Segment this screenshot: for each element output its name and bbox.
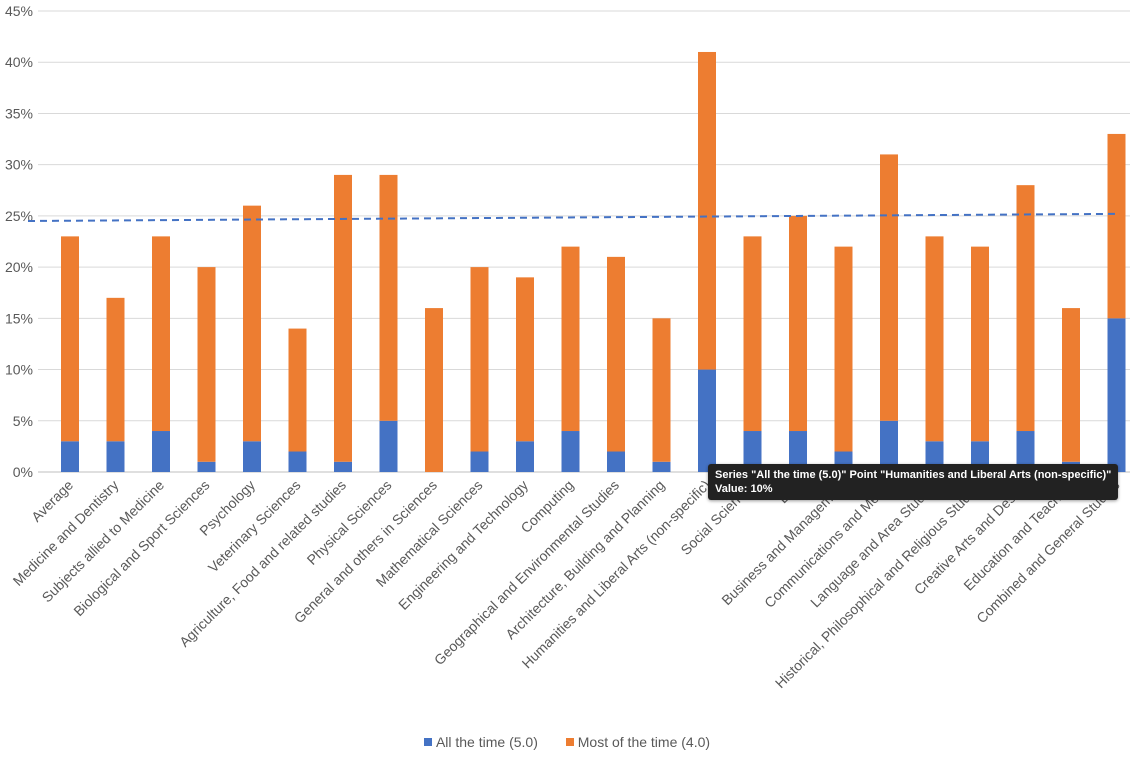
bar-segment-all-the-time[interactable] <box>652 461 671 472</box>
bar-segment-most-of-the-time[interactable] <box>61 236 79 442</box>
bar-segment-most-of-the-time[interactable] <box>243 205 261 442</box>
y-axis: 0% 5% 10% 15% 20% 25% 30% 35% 40% 45% <box>5 3 33 480</box>
bar-segment-all-the-time[interactable] <box>698 369 716 472</box>
y-tick-label: 30% <box>5 157 33 173</box>
bar-segment-most-of-the-time[interactable] <box>379 174 398 421</box>
x-category-label: Physical Sciences <box>304 477 395 568</box>
legend-label: All the time (5.0) <box>435 734 538 750</box>
data-point-tooltip: Series "All the time (5.0)" Point "Human… <box>708 464 1119 500</box>
y-tick-label: 0% <box>13 464 33 480</box>
bar-segment-most-of-the-time[interactable] <box>743 236 762 432</box>
bar-segment-most-of-the-time[interactable] <box>152 236 170 432</box>
bar-segment-most-of-the-time[interactable] <box>880 154 898 421</box>
bar-segment-most-of-the-time[interactable] <box>106 297 125 442</box>
y-tick-label: 40% <box>5 54 33 70</box>
bar-segment-most-of-the-time[interactable] <box>1107 133 1126 319</box>
legend-swatch-icon <box>565 738 574 746</box>
legend: All the time (5.0) Most of the time (4.0… <box>0 734 1134 750</box>
bar-segment-all-the-time[interactable] <box>152 431 170 472</box>
bar-segment-all-the-time[interactable] <box>61 441 79 472</box>
bar-segment-most-of-the-time[interactable] <box>834 246 853 452</box>
bar-segment-all-the-time[interactable] <box>1016 431 1035 472</box>
bars <box>61 51 1126 472</box>
bar-segment-most-of-the-time[interactable] <box>561 246 580 432</box>
y-tick-label: 20% <box>5 259 33 275</box>
tooltip-line-1: Series "All the time (5.0)" Point "Human… <box>715 469 1112 481</box>
y-tick-label: 5% <box>13 413 33 429</box>
bar-segment-most-of-the-time[interactable] <box>652 318 671 462</box>
y-tick-label: 15% <box>5 310 33 326</box>
y-tick-label: 45% <box>5 3 33 19</box>
bar-segment-all-the-time[interactable] <box>106 441 125 472</box>
bar-segment-most-of-the-time[interactable] <box>1062 308 1080 462</box>
bar-segment-most-of-the-time[interactable] <box>425 308 443 472</box>
bar-segment-all-the-time[interactable] <box>516 441 534 472</box>
bar-segment-all-the-time[interactable] <box>288 451 307 472</box>
bar-segment-most-of-the-time[interactable] <box>607 256 625 452</box>
bar-segment-all-the-time[interactable] <box>1107 318 1126 472</box>
x-category-label: Agriculture, Food and related studies <box>176 477 349 650</box>
bar-segment-most-of-the-time[interactable] <box>516 277 534 442</box>
bar-segment-all-the-time[interactable] <box>789 431 807 472</box>
bar-segment-all-the-time[interactable] <box>197 461 216 472</box>
x-category-label: Historical, Philosophical and Religious … <box>772 477 986 691</box>
y-tick-label: 35% <box>5 105 33 121</box>
bar-segment-most-of-the-time[interactable] <box>698 51 716 370</box>
bar-segment-all-the-time[interactable] <box>243 441 261 472</box>
bar-segment-all-the-time[interactable] <box>561 431 580 472</box>
bar-segment-all-the-time[interactable] <box>379 420 398 472</box>
legend-item-most-of-the-time[interactable]: Most of the time (4.0) <box>565 734 711 750</box>
bar-segment-all-the-time[interactable] <box>607 451 625 472</box>
bar-segment-most-of-the-time[interactable] <box>925 236 944 442</box>
legend-item-all-the-time[interactable]: All the time (5.0) <box>423 734 538 750</box>
bar-segment-all-the-time[interactable] <box>334 461 352 472</box>
bar-segment-most-of-the-time[interactable] <box>1016 185 1035 432</box>
bar-segment-all-the-time[interactable] <box>743 431 762 472</box>
y-tick-label: 25% <box>5 208 33 224</box>
y-tick-label: 10% <box>5 362 33 378</box>
legend-label: Most of the time (4.0) <box>577 734 711 750</box>
bar-segment-most-of-the-time[interactable] <box>971 246 989 442</box>
trendline <box>27 212 1121 223</box>
bar-segment-most-of-the-time[interactable] <box>197 267 216 462</box>
bar-segment-most-of-the-time[interactable] <box>470 267 489 452</box>
bar-segment-most-of-the-time[interactable] <box>288 328 307 452</box>
bar-segment-most-of-the-time[interactable] <box>789 215 807 432</box>
trendline-dashed <box>27 212 1121 223</box>
bar-segment-all-the-time[interactable] <box>880 420 898 472</box>
gridlines <box>38 10 1130 473</box>
bar-segment-most-of-the-time[interactable] <box>334 174 352 462</box>
legend-swatch-icon <box>423 738 432 746</box>
tooltip-line-2: Value: 10% <box>715 483 773 495</box>
bar-segment-all-the-time[interactable] <box>470 451 489 472</box>
